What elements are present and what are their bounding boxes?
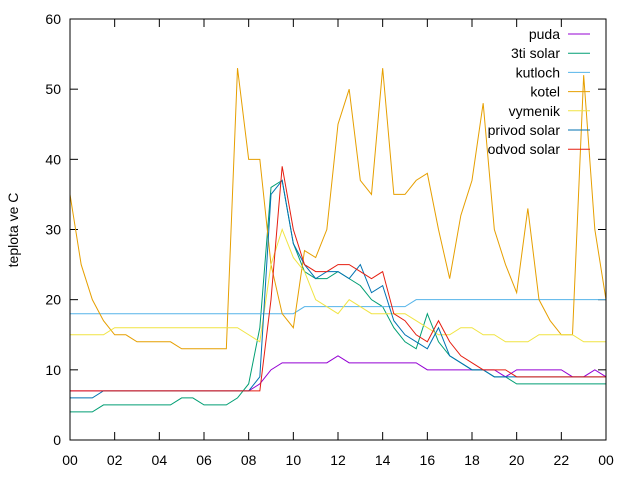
x-tick-label: 22 xyxy=(554,452,570,468)
series-line xyxy=(70,299,606,315)
legend-label: odvod solar xyxy=(488,141,561,157)
x-tick-label: 08 xyxy=(241,452,257,468)
y-tick-label: 50 xyxy=(45,81,61,97)
x-tick-label: 14 xyxy=(375,452,391,468)
x-tick-label: 18 xyxy=(464,452,480,468)
legend-label: privod solar xyxy=(488,122,561,138)
x-tick-label: 04 xyxy=(152,452,168,468)
y-tick-label: 10 xyxy=(45,362,61,378)
x-tick-label: 20 xyxy=(509,452,525,468)
series-line xyxy=(70,228,606,343)
y-tick-label: 0 xyxy=(53,432,61,448)
legend-label: 3ti solar xyxy=(511,45,560,61)
x-tick-label: 00 xyxy=(598,452,614,468)
y-tick-label: 60 xyxy=(45,11,61,27)
x-tick-label: 00 xyxy=(62,452,78,468)
y-axis-label: teplota ve C xyxy=(5,193,21,268)
x-tick-label: 02 xyxy=(107,452,123,468)
legend-label: puda xyxy=(529,26,560,42)
series-line xyxy=(69,68,607,350)
legend-label: vymenik xyxy=(509,103,561,119)
x-tick-label: 16 xyxy=(420,452,436,468)
x-tick-label: 12 xyxy=(330,452,346,468)
y-tick-label: 20 xyxy=(45,292,61,308)
legend-label: kutloch xyxy=(516,64,560,80)
legend-label: kotel xyxy=(530,84,560,100)
x-tick-label: 10 xyxy=(286,452,302,468)
series-line xyxy=(70,166,606,392)
y-tick-label: 30 xyxy=(45,222,61,238)
plot-border xyxy=(69,18,607,441)
y-tick-label: 40 xyxy=(45,151,61,167)
x-tick-label: 06 xyxy=(196,452,212,468)
